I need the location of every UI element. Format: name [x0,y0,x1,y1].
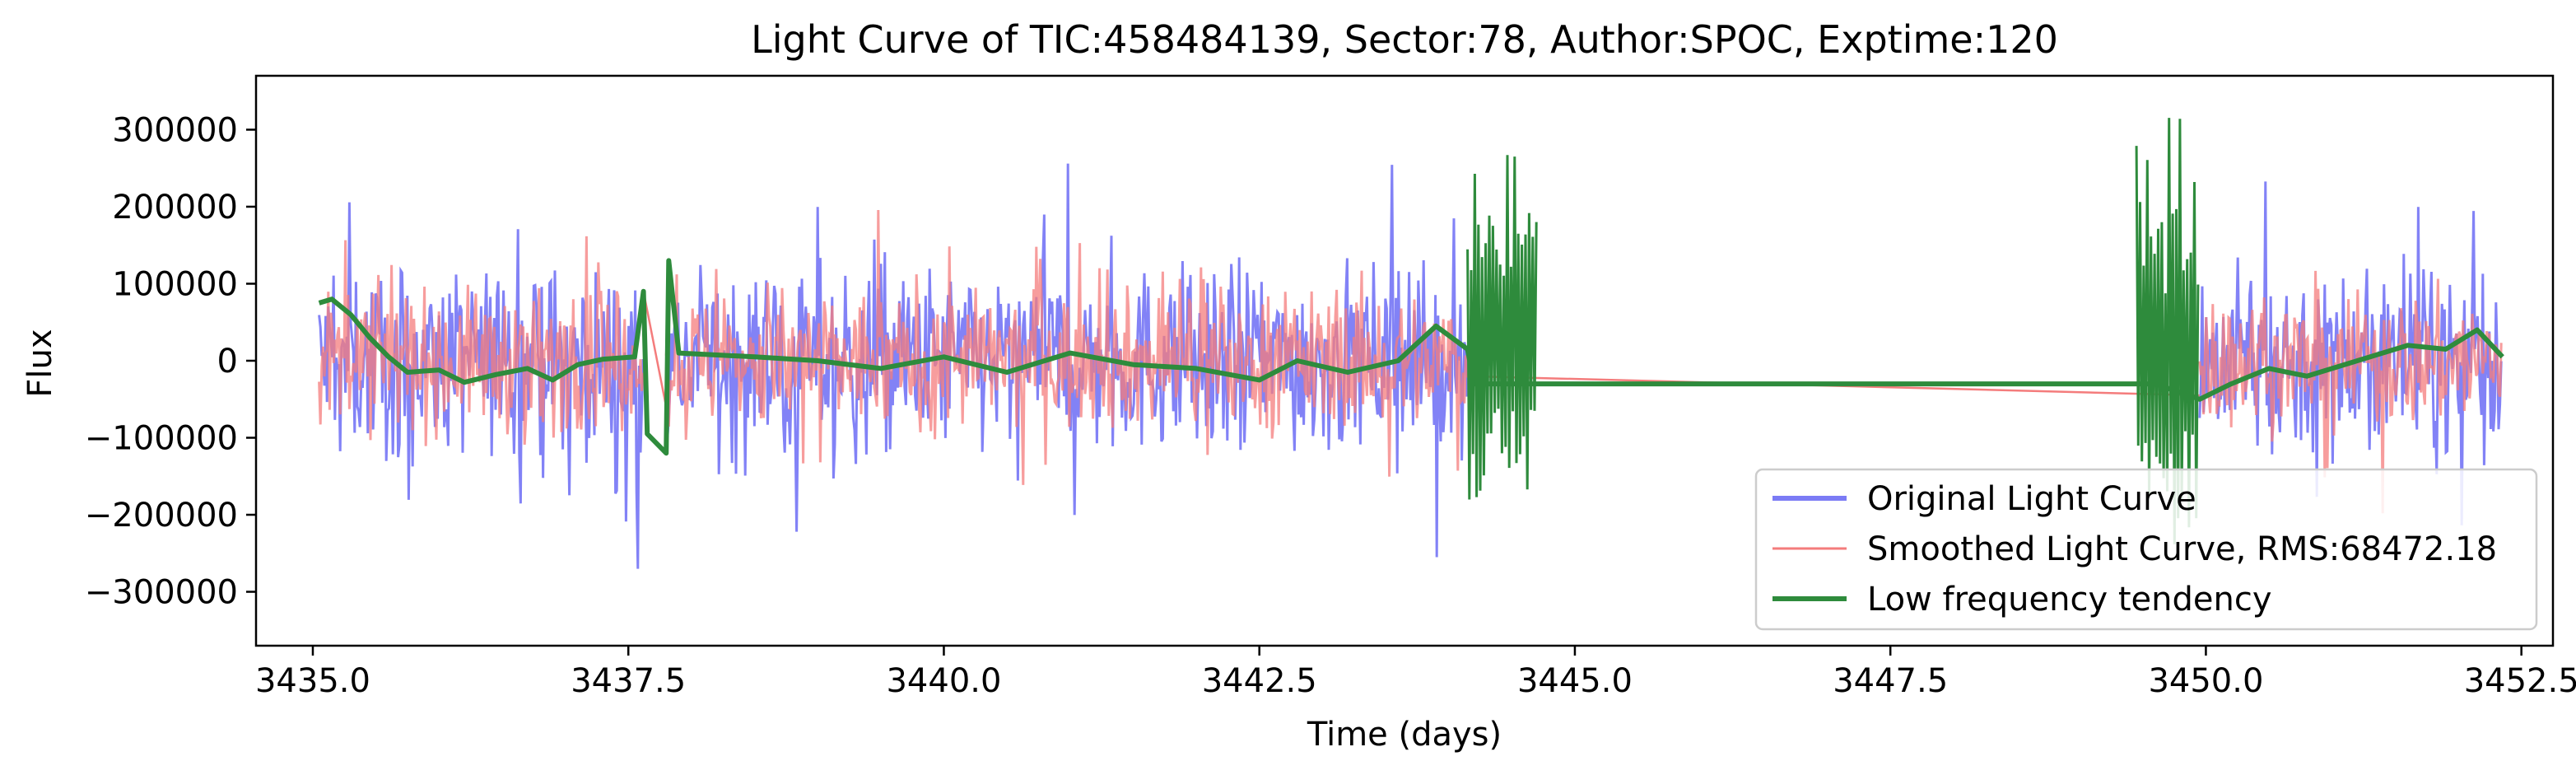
x-tick-label: 3450.0 [2148,662,2263,700]
x-tick-label: 3442.5 [1202,662,1317,700]
legend-label-low-frequency: Low frequency tendency [1867,581,2271,619]
y-tick-label: −200000 [85,497,238,535]
series-smoothed-small-gap [642,291,668,408]
series-low-frequency-tendency [318,258,2504,456]
x-axis-label: Time (days) [1307,716,1502,754]
legend-label-smoothed: Smoothed Light Curve, RMS:68472.18 [1867,530,2497,568]
y-tick-label: −300000 [85,574,238,612]
y-axis-label: Flux [21,329,59,397]
legend: Original Light Curve Smoothed Light Curv… [1754,468,2538,631]
plot-area [318,118,2504,569]
y-tick-label: 100000 [112,265,238,303]
y-tick-label: −100000 [85,420,238,458]
y-tick-label: 300000 [112,111,238,149]
x-tick-label: 3437.5 [571,662,686,700]
legend-box [1754,468,2538,631]
series-smoothed-light-curve [318,209,2503,514]
legend-label-original: Original Light Curve [1867,480,2196,518]
x-tick-label: 3440.0 [886,662,1001,700]
x-axis: 3435.0 3437.5 3440.0 3442.5 3445.0 3447.5 3450… [255,646,2576,700]
series-low-frequency-burst [1466,155,1538,500]
y-tick-label: 0 [217,343,238,380]
y-tick-label: 200000 [112,189,238,226]
x-tick-label: 3447.5 [1833,662,1948,700]
chart-title: Light Curve of TIC:458484139, Sector:78,… [751,17,2058,62]
x-tick-label: 3435.0 [255,662,370,700]
x-tick-label: 3445.0 [1517,662,1633,700]
y-axis: −300000 −200000 −100000 0 100000 200000 300000 [85,111,256,612]
x-tick-label: 3452.5 [2464,662,2576,700]
